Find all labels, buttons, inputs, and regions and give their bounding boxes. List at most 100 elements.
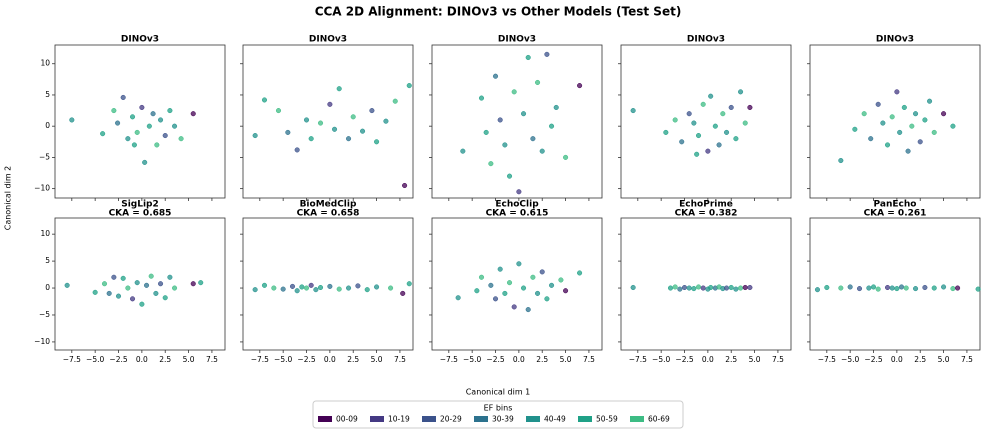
x-tick-label: −7.5 xyxy=(63,355,81,364)
point xyxy=(884,284,891,291)
point xyxy=(172,285,178,291)
suptitle: CCA 2D Alignment: DINOv3 vs Other Models… xyxy=(315,5,682,19)
point xyxy=(889,285,895,291)
point xyxy=(402,182,408,189)
x-tick-label: −2.5 xyxy=(864,355,882,364)
x-tick-label: 5.0 xyxy=(749,355,761,364)
point xyxy=(150,111,156,117)
point xyxy=(299,284,305,290)
point xyxy=(280,286,286,292)
panel-frame xyxy=(242,217,414,351)
point xyxy=(742,284,748,291)
point xyxy=(400,290,406,296)
x-tick-label: 0.0 xyxy=(702,355,714,364)
panel-title: DINOv3 xyxy=(498,35,536,45)
point xyxy=(898,284,905,290)
point xyxy=(129,296,136,302)
point xyxy=(922,284,928,291)
point xyxy=(880,120,886,126)
legend-label: 30-39 xyxy=(492,415,514,424)
point xyxy=(488,282,494,288)
point xyxy=(534,290,541,296)
point xyxy=(700,285,706,291)
point xyxy=(747,104,753,110)
point xyxy=(672,117,678,123)
x-tick-label: 7.5 xyxy=(206,355,218,364)
point xyxy=(261,97,268,103)
point xyxy=(369,108,375,114)
point xyxy=(686,111,692,117)
legend-swatch xyxy=(578,416,592,422)
legend-swatch xyxy=(422,416,436,422)
point xyxy=(738,89,744,95)
point xyxy=(252,287,258,293)
y-tick-label: 10 xyxy=(40,229,50,238)
point xyxy=(705,148,711,154)
point xyxy=(931,285,937,291)
point xyxy=(129,114,136,120)
panel-subtitle: CKA = 0.615 xyxy=(486,209,549,219)
point xyxy=(852,126,858,132)
point xyxy=(100,131,106,137)
point xyxy=(553,104,559,110)
point xyxy=(406,83,412,89)
y-tick-label: 5 xyxy=(45,90,50,99)
y-tick-label: 0 xyxy=(45,283,50,292)
panel-frame xyxy=(242,44,414,199)
point xyxy=(838,157,844,164)
point xyxy=(884,142,891,148)
point xyxy=(630,108,636,114)
point xyxy=(492,73,499,79)
legend-swatch xyxy=(474,416,488,422)
point xyxy=(289,283,296,289)
point xyxy=(847,284,853,290)
point xyxy=(733,136,739,142)
point xyxy=(875,101,881,107)
point xyxy=(327,283,333,289)
point xyxy=(520,285,527,291)
x-tick-label: 5.0 xyxy=(560,355,572,364)
point xyxy=(922,117,928,123)
point xyxy=(502,290,508,296)
point xyxy=(905,148,911,154)
point xyxy=(111,274,117,280)
point xyxy=(308,136,314,142)
panel-frame xyxy=(54,44,226,199)
point xyxy=(355,283,361,289)
legend-label: 40-49 xyxy=(544,415,566,424)
x-tick-label: 7.5 xyxy=(394,355,406,364)
point xyxy=(728,104,734,110)
panel-subtitle: CKA = 0.261 xyxy=(864,209,927,219)
point xyxy=(868,136,874,142)
point xyxy=(139,104,145,110)
point xyxy=(733,286,739,292)
panel-frame xyxy=(620,217,792,351)
point xyxy=(901,104,907,110)
point xyxy=(738,285,744,291)
point xyxy=(115,120,121,126)
point xyxy=(679,139,685,145)
point xyxy=(695,284,702,290)
point xyxy=(146,123,152,129)
point xyxy=(167,274,173,280)
x-tick-label: 5.0 xyxy=(371,355,383,364)
point xyxy=(134,280,140,286)
point xyxy=(153,290,159,296)
point xyxy=(162,133,168,139)
point xyxy=(64,282,70,288)
point xyxy=(577,270,583,276)
point xyxy=(723,129,730,135)
panel-title: DINOv3 xyxy=(876,35,914,45)
x-tick-label: −2.5 xyxy=(486,355,504,364)
point xyxy=(894,286,900,292)
point xyxy=(861,111,867,117)
point xyxy=(157,281,164,287)
panel-subtitle: CKA = 0.685 xyxy=(109,209,172,219)
point xyxy=(539,269,545,275)
point xyxy=(544,51,550,57)
point xyxy=(563,288,569,294)
point xyxy=(478,274,485,280)
point xyxy=(525,307,531,313)
x-tick-label: 5.0 xyxy=(938,355,950,364)
panel-title: SigLip2 xyxy=(121,200,159,210)
